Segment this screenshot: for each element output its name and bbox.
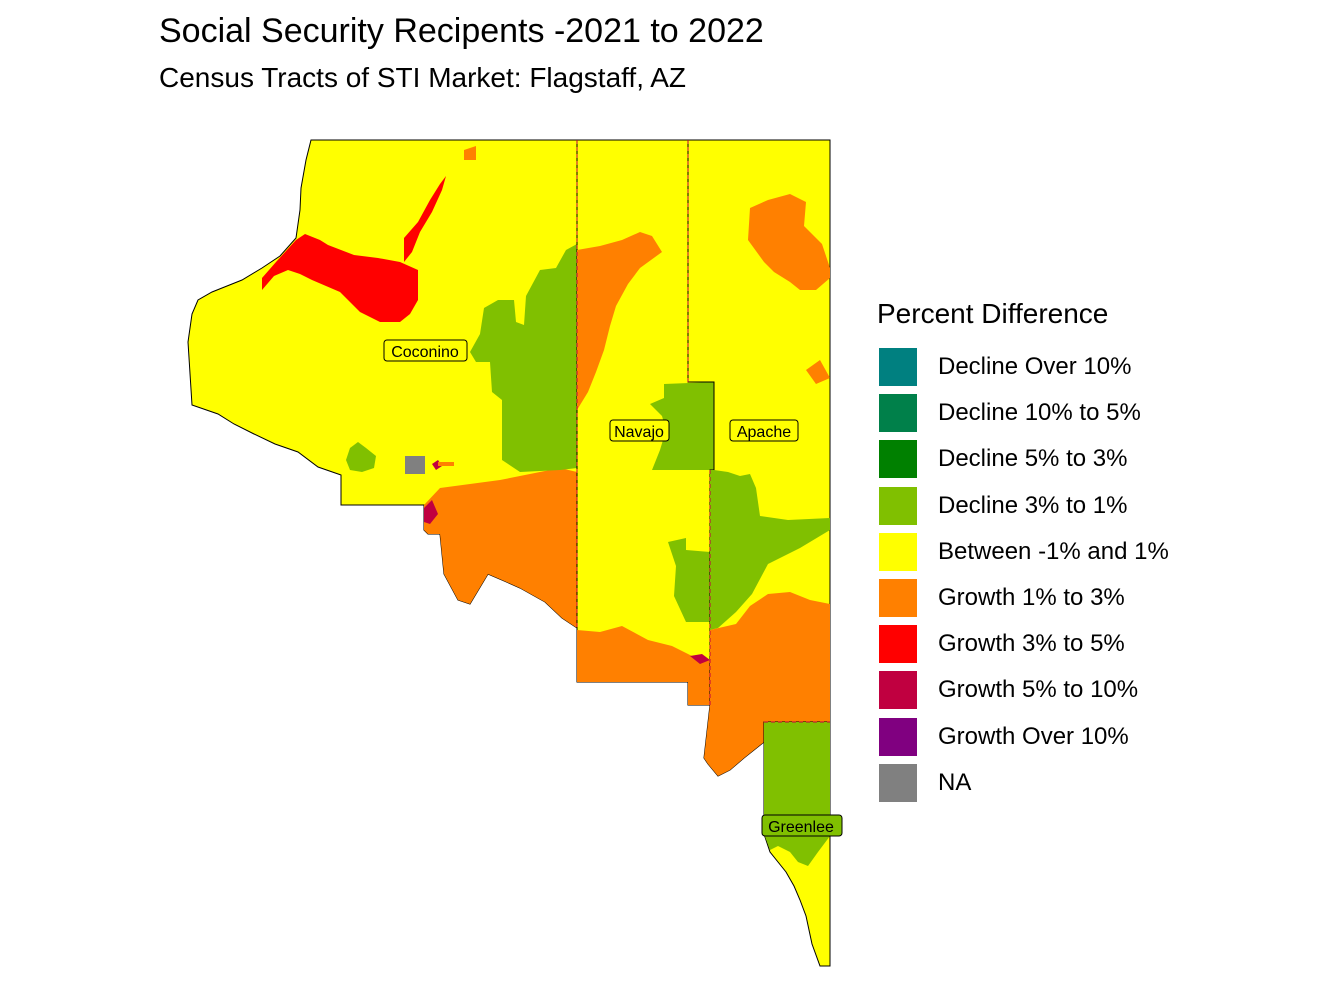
legend-label: NA xyxy=(938,768,972,796)
label-greenlee-text: Greenlee xyxy=(768,819,834,836)
legend-swatch xyxy=(877,577,919,620)
legend-label: Growth Over 10% xyxy=(938,722,1129,750)
legend-item: Growth Over 10% xyxy=(877,714,1169,760)
map-title: Social Security Recipents -2021 to 2022 xyxy=(159,12,764,50)
greenlee-green-region xyxy=(764,722,830,866)
legend-swatch xyxy=(877,484,919,527)
coconino-red-region xyxy=(262,234,418,322)
legend-item: Growth 3% to 5% xyxy=(877,621,1169,667)
apache-orange-north xyxy=(748,194,830,290)
legend-label: Growth 5% to 10% xyxy=(938,676,1139,704)
legend-label: Between -1% and 1% xyxy=(938,537,1169,565)
legend-item: NA xyxy=(877,760,1169,806)
coconino-red-strip xyxy=(404,176,446,262)
legend-item: Between -1% and 1% xyxy=(877,529,1169,575)
label-greenlee: Greenlee xyxy=(761,814,843,837)
map-subtitle: Census Tracts of STI Market: Flagstaff, … xyxy=(159,62,686,93)
legend-swatch xyxy=(877,623,919,666)
coconino-green-blob xyxy=(346,442,376,472)
legend-swatch xyxy=(877,392,919,435)
label-apache-text: Apache xyxy=(737,424,791,441)
label-apache: Apache xyxy=(729,419,799,442)
legend-item: Growth 1% to 3% xyxy=(877,575,1169,621)
legend-item: Decline 3% to 1% xyxy=(877,483,1169,529)
label-coconino-text: Coconino xyxy=(391,344,459,361)
legend-items: Decline Over 10% Decline 10% to 5% Decline… xyxy=(877,344,1169,806)
legend-label: Decline 3% to 1% xyxy=(938,491,1128,519)
legend-swatch xyxy=(877,669,919,712)
navajo-orange-north xyxy=(577,232,662,410)
legend-label: Growth 3% to 5% xyxy=(938,630,1125,658)
legend-swatch xyxy=(877,715,919,758)
coconino-growth5-edge xyxy=(424,500,438,524)
legend-item: Decline 5% to 3% xyxy=(877,436,1169,482)
coconino-na-region xyxy=(405,456,425,474)
legend-label: Decline 10% to 5% xyxy=(938,399,1141,427)
label-coconino: Coconino xyxy=(383,339,468,362)
label-navajo: Navajo xyxy=(609,419,670,442)
coconino-orange-small xyxy=(464,146,476,160)
navajo-green-south xyxy=(668,538,710,622)
legend-swatch xyxy=(877,761,919,804)
legend-item: Growth 5% to 10% xyxy=(877,667,1169,713)
navajo-growth5-bit xyxy=(690,654,710,664)
legend-item: Decline Over 10% xyxy=(877,344,1169,390)
coconino-orange-bit xyxy=(438,462,454,466)
legend-swatch xyxy=(877,346,919,389)
legend-item: Decline 10% to 5% xyxy=(877,390,1169,436)
legend: Percent Difference Decline Over 10% Decli… xyxy=(877,298,1169,806)
navajo-orange-south xyxy=(577,626,710,705)
label-navajo-text: Navajo xyxy=(614,424,664,441)
legend-label: Decline Over 10% xyxy=(938,353,1132,381)
legend-swatch xyxy=(877,530,919,573)
apache-orange-bit xyxy=(806,360,830,384)
apache-green-region xyxy=(710,470,830,630)
legend-label: Decline 5% to 3% xyxy=(938,445,1128,473)
legend-title: Percent Difference xyxy=(877,298,1109,329)
coconino-green-region xyxy=(470,244,577,472)
legend-label: Growth 1% to 3% xyxy=(938,584,1125,612)
apache-orange-south xyxy=(704,592,830,776)
navajo-green-center xyxy=(650,382,714,470)
coconino-orange-region xyxy=(424,468,577,628)
legend-swatch xyxy=(877,438,919,481)
